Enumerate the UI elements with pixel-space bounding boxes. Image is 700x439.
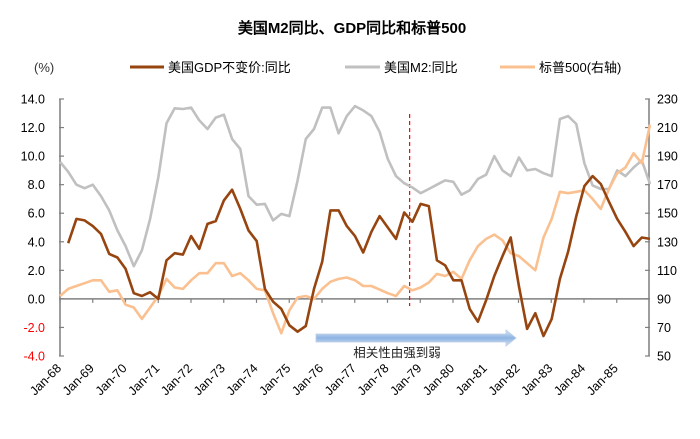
series-group	[58, 104, 652, 338]
left-tick-label: 14.0	[21, 93, 45, 107]
x-tick-label: Jan-69	[60, 361, 97, 398]
left-tick-label: -2.0	[23, 321, 45, 335]
x-tick-label: Jan-68	[27, 361, 64, 398]
x-tick-label: Jan-71	[125, 361, 162, 398]
x-tick-label: Jan-74	[224, 361, 261, 398]
legend-label-sp500: 标普500(右轴)	[539, 60, 621, 75]
chart-title: 美国M2同比、GDP同比和标普500	[238, 19, 466, 37]
x-tick-label: Jan-76	[289, 361, 326, 398]
x-tick-label: Jan-83	[518, 361, 555, 398]
x-tick-label: Jan-77	[322, 361, 359, 398]
trend-arrow	[315, 329, 517, 347]
right-tick-label: 90	[657, 292, 671, 306]
series-line-gdp	[66, 174, 651, 338]
right-tick-label: 110	[657, 264, 677, 278]
left-tick-label: 12.0	[21, 121, 45, 135]
right-tick-label: 170	[657, 178, 678, 192]
left-tick-label: 6.0	[28, 207, 45, 221]
left-tick-label: -4.0	[23, 350, 45, 364]
x-tick-label: Jan-84	[551, 361, 588, 398]
x-tick-label: Jan-79	[387, 361, 424, 398]
left-tick-label: 2.0	[28, 264, 45, 278]
right-tick-label: 50	[657, 350, 671, 364]
legend: 美国GDP不变价:同比 美国M2:同比 标普500(右轴)	[130, 60, 621, 75]
right-tick-label: 150	[657, 207, 678, 221]
x-tick-label: Jan-81	[453, 361, 490, 398]
x-tick-label: Jan-75	[256, 361, 293, 398]
left-tick-label: 4.0	[28, 235, 45, 249]
right-tick-label: 130	[657, 235, 678, 249]
x-tick-label: Jan-80	[420, 361, 457, 398]
left-tick-label: 10.0	[21, 150, 45, 164]
right-tick-label: 190	[657, 150, 678, 164]
right-tick-label: 210	[657, 121, 678, 135]
legend-label-gdp: 美国GDP不变价:同比	[168, 60, 291, 75]
x-tick-label: Jan-70	[93, 361, 130, 398]
right-tick-label: 230	[657, 93, 678, 107]
annotations: 相关性由强到弱	[315, 114, 517, 360]
x-tick-label: Jan-85	[584, 361, 621, 398]
x-tick-label: Jan-78	[355, 361, 392, 398]
x-tick-label: Jan-82	[486, 361, 523, 398]
left-axis-unit: (%)	[34, 60, 54, 75]
left-tick-label: 8.0	[28, 178, 45, 192]
left-tick-label: 0.0	[28, 292, 45, 306]
arrow-shape	[315, 329, 517, 347]
x-tick-label: Jan-73	[191, 361, 228, 398]
right-tick-label: 70	[657, 321, 671, 335]
series-line-m2	[58, 104, 652, 268]
arrow-label: 相关性由强到弱	[353, 346, 441, 360]
legend-label-m2: 美国M2:同比	[384, 60, 458, 75]
x-tick-label: Jan-72	[158, 361, 195, 398]
